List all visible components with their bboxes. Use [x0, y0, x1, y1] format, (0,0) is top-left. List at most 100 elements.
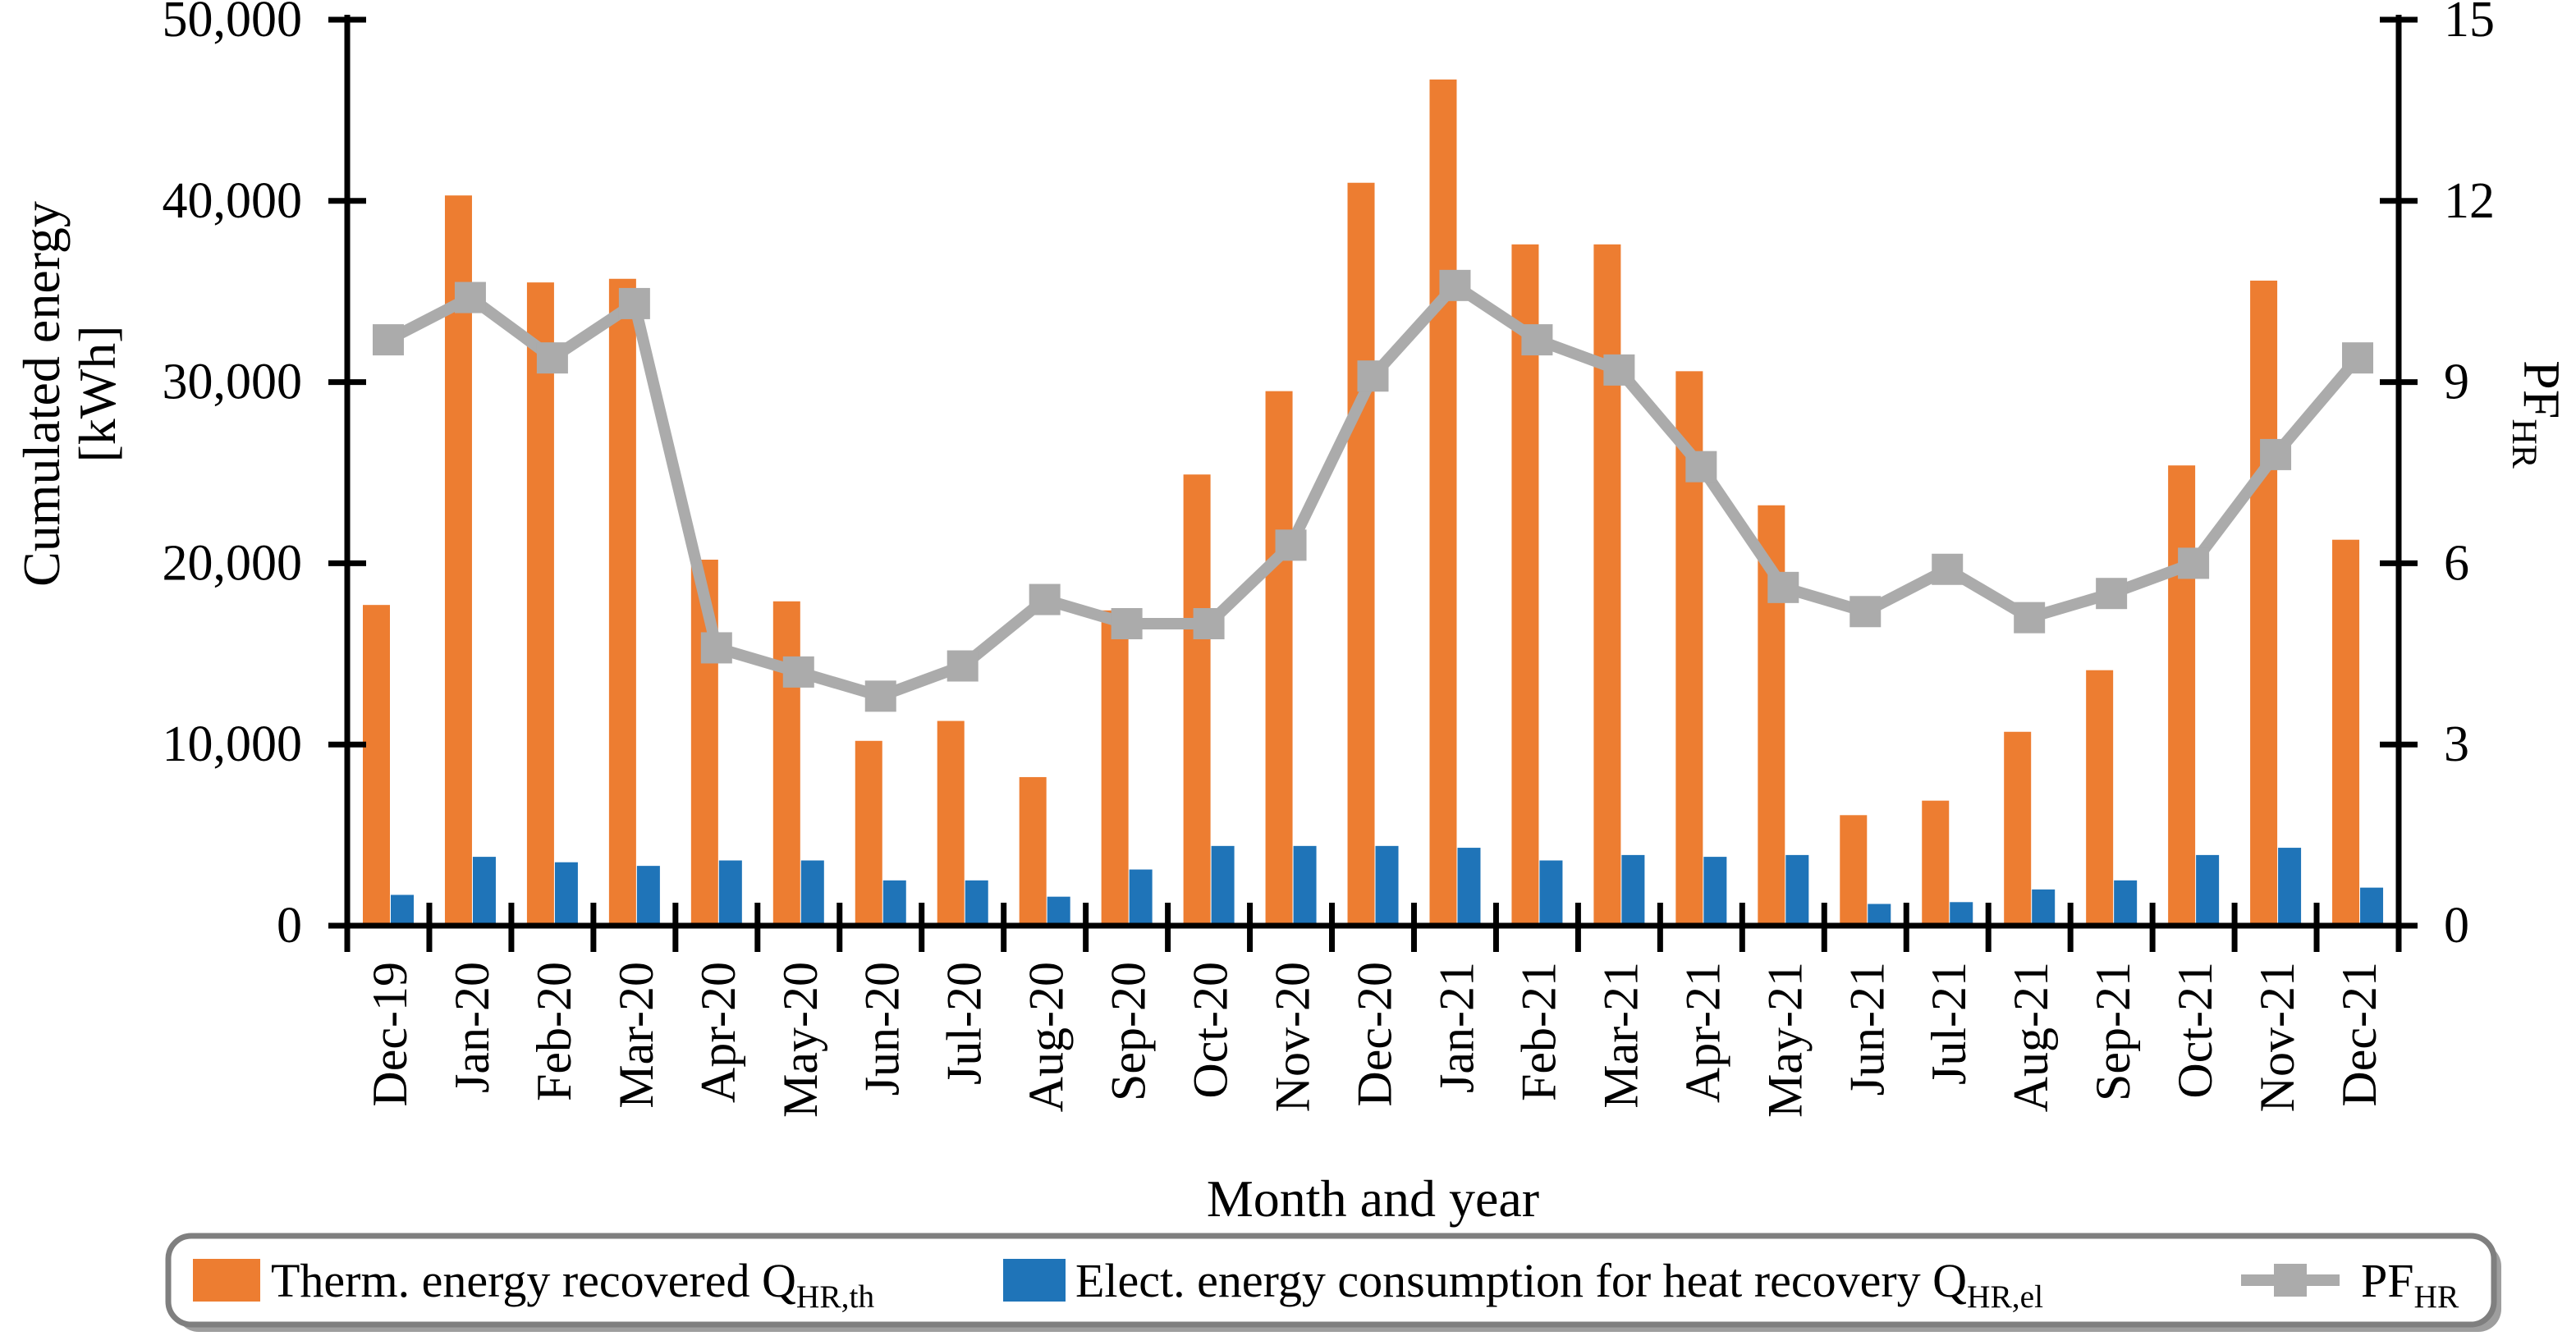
pf-marker: [782, 656, 814, 688]
thermal-bar: [1511, 244, 1539, 926]
pf-marker: [1275, 529, 1307, 561]
electric-bar: [718, 860, 742, 926]
electric-bar: [1375, 845, 1399, 926]
thermal-bar: [1183, 474, 1211, 926]
pf-marker: [372, 324, 404, 356]
y-right-tick-label: 6: [2444, 535, 2469, 591]
thermal-bar: [1019, 776, 1047, 926]
pf-marker: [454, 281, 486, 313]
y-axis-title-line2: [kWh]: [68, 325, 126, 462]
electric-bar: [2196, 854, 2220, 926]
pf-marker: [2014, 602, 2046, 634]
pf-marker: [2342, 342, 2374, 374]
thermal-bar: [2250, 280, 2278, 926]
y-left-tick-label: 20,000: [163, 535, 303, 591]
electric-bar: [1785, 854, 1809, 926]
x-tick-label: Oct-20: [1184, 962, 1238, 1099]
thermal-bar: [526, 282, 554, 926]
y-right-tick-label: 12: [2444, 173, 2495, 229]
thermal-bar: [444, 195, 472, 926]
pf-marker: [1603, 354, 1635, 386]
x-tick-label: Jun-21: [1840, 962, 1894, 1096]
thermal-bar: [855, 740, 882, 926]
pf-marker: [1439, 269, 1471, 301]
pf-marker: [2178, 547, 2210, 579]
thermal-bar: [2086, 670, 2114, 926]
x-tick-label: Jan-21: [1429, 962, 1483, 1093]
legend-swatch-electric: [1003, 1259, 1066, 1302]
pf-marker: [1029, 583, 1061, 615]
y-left-tick-label: 40,000: [163, 173, 303, 229]
electric-bar: [1211, 845, 1235, 926]
electric-bar: [1539, 860, 1563, 926]
thermal-bar: [1101, 610, 1129, 926]
pf-marker: [1849, 596, 1882, 628]
x-tick-label: Aug-21: [2004, 962, 2058, 1112]
thermal-bar: [608, 278, 636, 926]
x-tick-label: Feb-20: [527, 962, 581, 1101]
pf-marker: [947, 650, 979, 682]
electric-bar: [1129, 869, 1153, 926]
electric-bar: [1457, 848, 1481, 926]
electric-bar: [2114, 880, 2138, 926]
x-tick-label: Sep-20: [1102, 962, 1156, 1101]
electric-bar: [2360, 887, 2384, 926]
x-tick-label: Nov-21: [2250, 962, 2304, 1112]
x-tick-label: Feb-21: [1511, 962, 1565, 1101]
x-tick-label: Aug-20: [1020, 962, 1074, 1112]
y-right-tick-label: 9: [2444, 355, 2469, 410]
y-left-tick-label: 10,000: [163, 716, 303, 772]
electric-bar: [2278, 848, 2302, 926]
pf-marker: [1932, 553, 1964, 585]
pf-marker: [700, 632, 732, 664]
pf-marker: [1767, 571, 1799, 603]
x-tick-label: Apr-21: [1675, 962, 1730, 1103]
legend-label-electric: Elect. energy consumption for heat recov…: [1075, 1254, 2043, 1315]
x-tick-label: Jan-20: [445, 962, 499, 1093]
right-axis-title: PFHR: [2505, 360, 2571, 469]
x-tick-label: Mar-20: [609, 962, 663, 1109]
electric-bar: [1868, 904, 1891, 926]
legend-label-pf: PFHR: [2361, 1254, 2459, 1315]
pf-marker: [1521, 324, 1553, 356]
legend-label-thermal: Therm. energy recovered QHR,th: [271, 1254, 874, 1315]
electric-bar: [1621, 854, 1645, 926]
electric-bar: [636, 866, 660, 926]
electric-bar: [554, 862, 578, 926]
electric-bar: [800, 860, 824, 926]
pf-marker: [1193, 608, 1225, 639]
x-tick-label: Nov-20: [1266, 962, 1320, 1112]
thermal-bar: [1593, 244, 1621, 926]
y-left-tick-label: 30,000: [163, 355, 303, 410]
electric-bar: [882, 880, 906, 926]
electric-bar: [472, 857, 496, 926]
y-right-tick-label: 3: [2444, 716, 2469, 772]
electric-bar: [1047, 896, 1070, 926]
pf-marker: [1111, 608, 1143, 639]
pf-marker: [1685, 451, 1717, 483]
x-tick-label: Jul-20: [937, 962, 992, 1085]
x-tick-label: May-21: [1758, 962, 1812, 1118]
electric-bar: [1293, 845, 1317, 926]
thermal-bar: [1347, 182, 1375, 927]
x-tick-label: Mar-21: [1593, 962, 1648, 1109]
pf-marker: [618, 287, 650, 319]
x-tick-label: Dec-20: [1348, 962, 1402, 1107]
x-tick-label: May-20: [773, 962, 827, 1118]
electric-bar: [391, 894, 414, 926]
legend-box: [165, 1233, 2497, 1328]
x-tick-label: Jun-20: [855, 962, 910, 1096]
x-tick-label: Dec-19: [363, 962, 417, 1107]
thermal-bar: [363, 605, 390, 926]
thermal-bar: [2332, 539, 2360, 926]
pf-marker: [2096, 578, 2128, 610]
electric-bar: [1703, 857, 1727, 926]
y-right-tick-label: 0: [2444, 898, 2469, 954]
x-tick-label: Dec-21: [2332, 962, 2386, 1107]
thermal-bar: [2168, 465, 2196, 926]
x-axis-title: Month and year: [1207, 1169, 1539, 1228]
electric-bar: [1950, 902, 1973, 926]
electric-bar: [2032, 889, 2056, 926]
